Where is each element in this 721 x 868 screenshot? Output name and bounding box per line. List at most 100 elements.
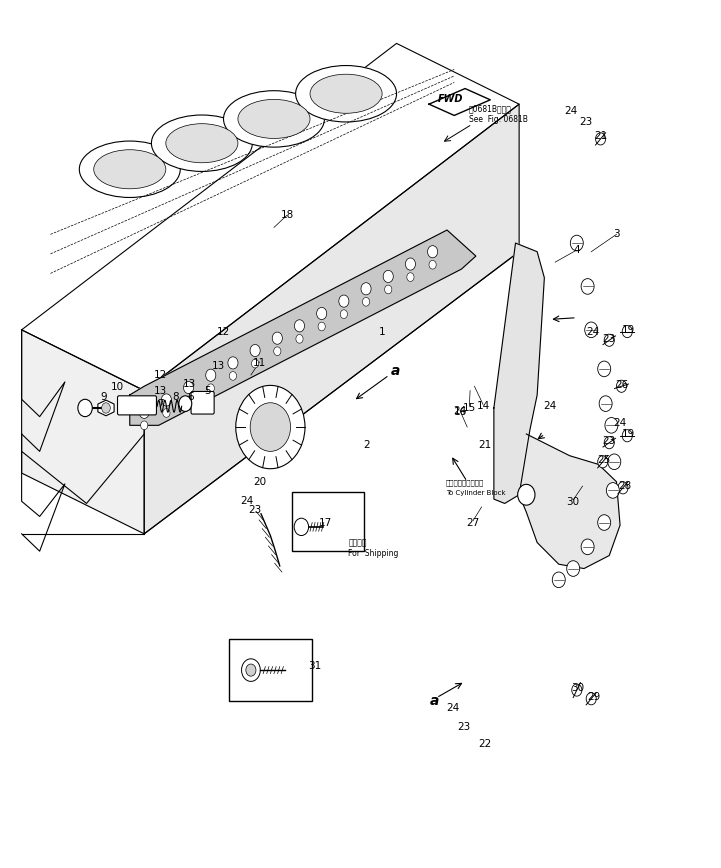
Circle shape xyxy=(340,310,348,319)
Circle shape xyxy=(246,664,256,676)
Text: 1: 1 xyxy=(379,326,386,337)
Circle shape xyxy=(428,246,438,258)
Text: 12: 12 xyxy=(217,327,230,338)
Polygon shape xyxy=(130,230,476,425)
Polygon shape xyxy=(519,434,620,569)
Circle shape xyxy=(596,133,606,145)
Text: 6: 6 xyxy=(187,391,194,402)
Circle shape xyxy=(383,270,393,282)
Circle shape xyxy=(570,235,583,251)
Circle shape xyxy=(274,347,281,356)
FancyBboxPatch shape xyxy=(191,391,214,414)
Circle shape xyxy=(616,380,627,392)
Circle shape xyxy=(162,394,172,406)
Polygon shape xyxy=(494,243,544,503)
Text: 11: 11 xyxy=(253,358,266,368)
Text: 24: 24 xyxy=(565,106,578,116)
Circle shape xyxy=(207,384,214,392)
Circle shape xyxy=(552,572,565,588)
Circle shape xyxy=(273,332,283,345)
Polygon shape xyxy=(22,43,519,391)
Circle shape xyxy=(622,430,632,442)
Text: 31: 31 xyxy=(309,661,322,671)
Ellipse shape xyxy=(296,66,397,122)
Text: 15: 15 xyxy=(463,403,476,413)
Text: See  Fig. 0681B: See Fig. 0681B xyxy=(469,115,528,123)
Text: 24: 24 xyxy=(586,326,599,337)
Text: 22: 22 xyxy=(479,739,492,749)
Circle shape xyxy=(229,372,236,380)
Text: 30: 30 xyxy=(571,683,584,694)
Circle shape xyxy=(622,326,632,338)
Circle shape xyxy=(581,539,594,555)
Text: 21: 21 xyxy=(479,440,492,450)
Text: 13: 13 xyxy=(183,378,196,389)
Text: a: a xyxy=(430,694,440,708)
Text: 24: 24 xyxy=(241,496,254,506)
Polygon shape xyxy=(98,400,114,416)
Circle shape xyxy=(242,659,260,681)
Circle shape xyxy=(598,515,611,530)
Ellipse shape xyxy=(79,141,180,198)
Text: 9: 9 xyxy=(100,391,107,402)
Text: 運搭振品: 運搭振品 xyxy=(348,538,367,547)
Circle shape xyxy=(598,361,611,377)
Text: シリンダブロックへ: シリンダブロックへ xyxy=(446,479,484,486)
FancyBboxPatch shape xyxy=(118,396,156,415)
Text: 24: 24 xyxy=(614,418,627,428)
Text: To Cylinder Block: To Cylinder Block xyxy=(446,490,505,496)
Circle shape xyxy=(252,359,259,368)
Circle shape xyxy=(139,406,149,418)
Text: 23: 23 xyxy=(603,436,616,446)
Text: 29: 29 xyxy=(587,692,600,702)
Circle shape xyxy=(605,418,618,433)
Text: 24: 24 xyxy=(446,703,459,713)
Circle shape xyxy=(363,298,370,306)
Circle shape xyxy=(608,454,621,470)
Text: 18: 18 xyxy=(280,210,293,220)
Text: 27: 27 xyxy=(466,517,479,528)
Ellipse shape xyxy=(166,124,238,163)
Circle shape xyxy=(102,403,110,413)
Circle shape xyxy=(339,295,349,307)
Ellipse shape xyxy=(224,91,324,148)
Circle shape xyxy=(184,382,194,394)
Text: 23: 23 xyxy=(457,721,470,732)
Text: 2: 2 xyxy=(363,440,370,450)
Text: 図0681B図参照: 図0681B図参照 xyxy=(469,104,511,113)
Text: 3: 3 xyxy=(613,229,620,240)
Circle shape xyxy=(294,518,309,536)
Text: 8: 8 xyxy=(172,391,179,402)
Text: 20: 20 xyxy=(253,477,266,487)
Ellipse shape xyxy=(151,115,252,172)
Circle shape xyxy=(317,307,327,319)
Text: 19: 19 xyxy=(622,429,635,439)
Text: 24: 24 xyxy=(543,401,556,411)
Ellipse shape xyxy=(310,75,382,113)
Circle shape xyxy=(567,561,580,576)
Circle shape xyxy=(250,345,260,357)
Text: 24: 24 xyxy=(454,405,466,416)
Circle shape xyxy=(572,684,582,696)
Text: 23: 23 xyxy=(579,116,592,127)
Circle shape xyxy=(598,456,608,468)
Circle shape xyxy=(604,437,614,449)
Circle shape xyxy=(384,285,392,293)
Ellipse shape xyxy=(94,149,166,188)
Circle shape xyxy=(205,369,216,381)
Circle shape xyxy=(618,482,628,494)
Circle shape xyxy=(429,260,436,269)
Text: 10: 10 xyxy=(111,382,124,392)
Circle shape xyxy=(604,334,614,346)
Circle shape xyxy=(518,484,535,505)
Circle shape xyxy=(405,258,415,270)
Circle shape xyxy=(296,334,303,343)
Circle shape xyxy=(407,273,414,281)
Text: For  Shipping: For Shipping xyxy=(348,549,399,557)
Circle shape xyxy=(361,283,371,295)
Text: 21: 21 xyxy=(594,131,607,141)
Circle shape xyxy=(185,397,193,405)
Circle shape xyxy=(228,357,238,369)
Circle shape xyxy=(318,322,325,331)
Text: 30: 30 xyxy=(567,496,580,507)
